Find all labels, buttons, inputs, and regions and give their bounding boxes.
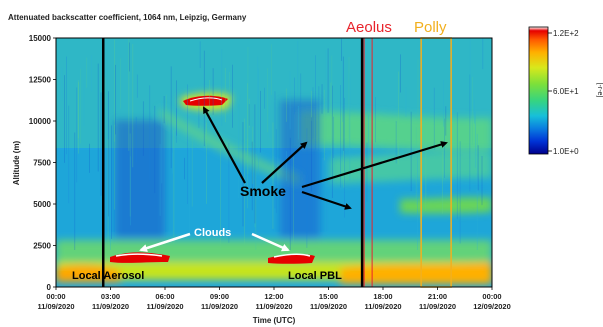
y-tick-label: 5000 (33, 200, 51, 209)
y-tick-label: 7500 (33, 159, 51, 168)
y-tick-label: 2500 (33, 242, 51, 251)
x-tick-time: 12:00 (264, 292, 283, 301)
smoke-label: Smoke (240, 183, 286, 199)
x-tick-time: 15:00 (319, 292, 338, 301)
x-tick-date: 11/09/2020 (419, 302, 456, 311)
x-tick-date: 12/09/2020 (473, 302, 511, 311)
smoke-layer-green-3 (400, 197, 492, 214)
smoke-arrow-right (301, 141, 448, 189)
y-tick-label: 10000 (29, 117, 52, 126)
colorbar-ramp (528, 26, 549, 155)
local-aerosol-label: Local Aerosol (72, 270, 144, 282)
smoke-arrow-mid (261, 141, 308, 184)
x-axis-label: Time (UTC) (253, 316, 296, 325)
clouds-label: Clouds (194, 227, 231, 239)
x-tick-date: 11/09/2020 (92, 302, 129, 311)
local-pbl-label: Local PBL (288, 270, 342, 282)
smoke-arrows (203, 106, 448, 210)
y-axis-label: Altitude (m) (12, 140, 21, 185)
x-tick-time: 06:00 (155, 292, 174, 301)
colorbar-min-label: 1.0E+0 (553, 147, 579, 156)
pbl-orange-right (340, 262, 492, 284)
cloud-layer-left (110, 252, 170, 263)
smoke-hotspot-high (183, 95, 228, 106)
cloud-arrow-left (139, 232, 191, 252)
x-tick-date: 11/09/2020 (146, 302, 183, 311)
x-tick-date: 11/09/2020 (310, 302, 347, 311)
cloud-layer-right (268, 253, 315, 264)
x-tick-date: 11/09/2020 (364, 302, 401, 311)
x-tick-date: 11/09/2020 (201, 302, 238, 311)
colorbar-unit-label: [-r-e] (596, 83, 603, 98)
cloud-arrows (139, 232, 290, 252)
y-tick-label: 15000 (29, 34, 52, 43)
colorbar: 1.2E+2 6.0E+1 1.0E+0 [-r-e] (528, 26, 603, 156)
x-tick-time: 00:00 (46, 292, 65, 301)
y-axis: 0 2500 5000 7500 10000 12500 15000 (29, 34, 56, 292)
smoke-layer-green-diagonal (160, 108, 300, 185)
chart-title: Attenuated backscatter coefficient, 1064… (8, 13, 247, 22)
smoke-layer-green-1 (300, 111, 492, 151)
x-tick-time: 00:00 (482, 292, 501, 301)
deep-blue-column (115, 120, 165, 250)
polly-label: Polly (414, 19, 447, 36)
plot-area (56, 38, 492, 287)
x-tick-time: 09:00 (210, 292, 229, 301)
x-axis: 00:0011/09/202003:0011/09/202006:0011/09… (37, 287, 511, 311)
x-tick-time: 18:00 (373, 292, 392, 301)
x-tick-date: 11/09/2020 (255, 302, 292, 311)
deep-blue-column-2 (280, 100, 320, 250)
x-tick-date: 11/09/2020 (37, 302, 74, 311)
signal-noise-streaks (56, 38, 484, 250)
x-tick-time: 03:00 (101, 292, 120, 301)
smoke-arrow-high (203, 106, 246, 184)
y-tick-label: 12500 (29, 76, 52, 85)
colorbar-max-label: 1.2E+2 (553, 29, 579, 38)
cloud-arrow-right (251, 232, 290, 252)
y-tick-label: 0 (47, 283, 52, 292)
x-tick-time: 21:00 (428, 292, 447, 301)
colorbar-mid-label: 6.0E+1 (553, 87, 579, 96)
smoke-arrow-low (301, 190, 352, 210)
aeolus-label: Aeolus (346, 19, 392, 36)
